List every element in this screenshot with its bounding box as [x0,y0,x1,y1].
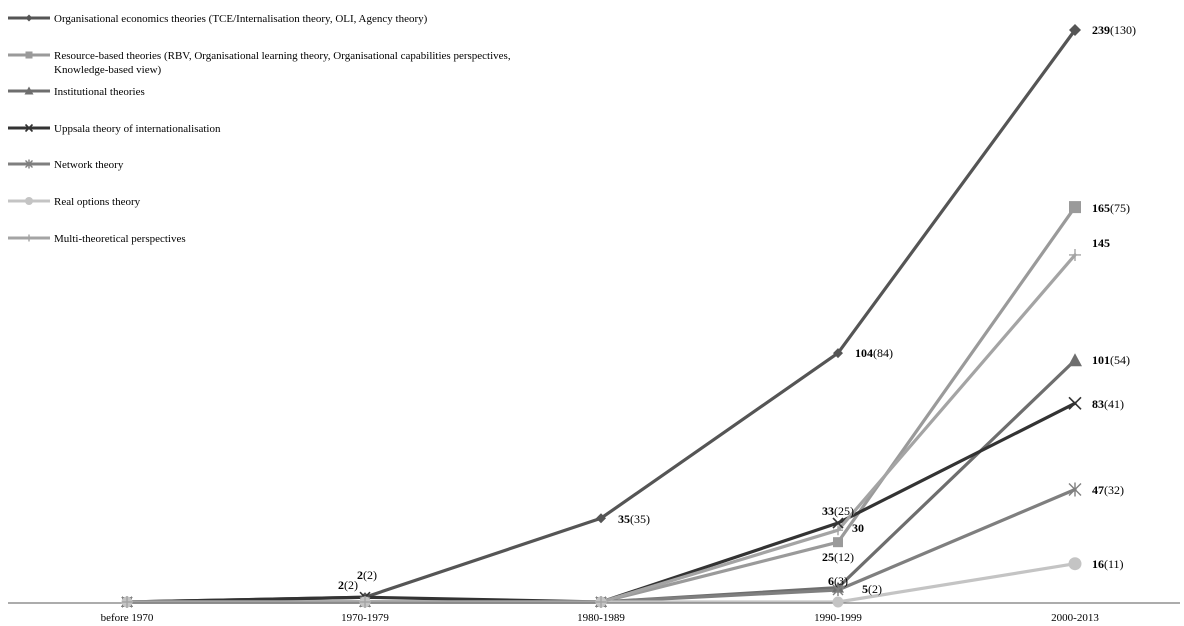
series-line-institutional-theories [125,358,1077,604]
legend-item-institutional-theories: Institutional theories [8,86,145,98]
legend-label: Resource-based theories (RBV, Organisati… [54,50,511,62]
legend-marker [24,86,34,95]
data-labels: 35(35) 104(84) 239(130) 25(12) 165(75) 6(3) 10… [338,23,1136,596]
legend-item-organisational-economics-theories-tce-in: Organisational economics theories (TCE/I… [8,13,428,25]
data-label: 30 [852,521,864,535]
data-label: 47(32) [1092,483,1124,497]
legend-item-real-options-theory: Real options theory [8,196,141,208]
legend-marker [25,51,33,59]
legend-label: Network theory [54,159,124,171]
data-point-real-options-theory [1068,557,1082,571]
legend-label-cont: Knowledge-based view) [54,64,162,76]
data-label: 2(2) [338,578,358,592]
data-point-multi-theoretical-perspectives [122,597,132,607]
legend-marker [25,14,33,22]
data-point-multi-theoretical-perspectives [1069,248,1081,261]
data-label: 16(11) [1092,557,1124,571]
legend-label: Uppsala theory of internationalisation [54,123,221,135]
data-label: 239(130) [1092,23,1136,37]
x-tick-label: 1980-1989 [577,612,625,624]
legend-label: Multi-theoretical perspectives [54,233,186,245]
legend-item-uppsala-theory-of-internationalisation: Uppsala theory of internationalisation [8,123,221,135]
data-point-multi-theoretical-perspectives [596,597,606,607]
data-point-organisational-economics-theories-tce-in [833,348,843,359]
legend-label: Institutional theories [54,86,145,98]
data-point-institutional-theories [1068,353,1082,367]
data-label: 5(2) [862,582,882,596]
legend-item-resource-based-theories-rbv-organisation: Resource-based theories (RBV, Organisati… [8,50,511,76]
data-point-resource-based-theories-rbv-organisation [833,537,843,548]
data-point-multi-theoretical-perspectives [833,525,843,536]
series-line-resource-based-theories-rbv-organisation [125,205,1077,604]
legend-item-network-theory: Network theory [8,159,124,171]
x-tick-label: 2000-2013 [1051,612,1099,624]
data-point-multi-theoretical-perspectives [360,597,370,607]
data-point-network-theory [832,584,844,597]
legend-marker [24,123,34,133]
legend-item-multi-theoretical-perspectives: Multi-theoretical perspectives [8,233,186,245]
data-label: 83(41) [1092,397,1124,411]
data-label: 35(35) [618,512,650,526]
legend-label: Real options theory [54,196,141,208]
data-point-real-options-theory [832,596,844,608]
data-point-organisational-economics-theories-tce-in [1069,24,1081,36]
legend-marker [25,234,33,242]
data-point-resource-based-theories-rbv-organisation [1069,201,1081,214]
x-tick-label: 1990-1999 [814,612,862,624]
series-markers [121,24,1082,608]
data-label: 33(25) [822,504,854,518]
legend-label: Organisational economics theories (TCE/I… [54,13,428,25]
x-tick-label: before 1970 [101,612,154,624]
data-label: 101(54) [1092,353,1130,367]
data-point-organisational-economics-theories-tce-in [596,513,606,524]
data-point-network-theory [1068,482,1082,497]
x-tick-label: 1970-1979 [341,612,389,624]
legend-marker [25,159,33,169]
legend: Organisational economics theories (TCE/I… [8,13,511,245]
data-label: 6(3) [828,574,848,588]
data-label: 104(84) [855,346,893,360]
data-label: 2(2) [357,568,377,582]
data-label: 145 [1092,236,1110,250]
data-point-uppsala-theory-of-internationalisation [832,517,844,529]
data-label: 165(75) [1092,201,1130,215]
data-label: 25(12) [822,550,854,564]
data-point-uppsala-theory-of-internationalisation [1068,396,1082,410]
series-line-uppsala-theory-of-internationalisation [125,401,1077,604]
x-axis: before 1970 1970-1979 1980-1989 1990-1999 20… [8,602,1180,624]
legend-marker [25,197,33,205]
